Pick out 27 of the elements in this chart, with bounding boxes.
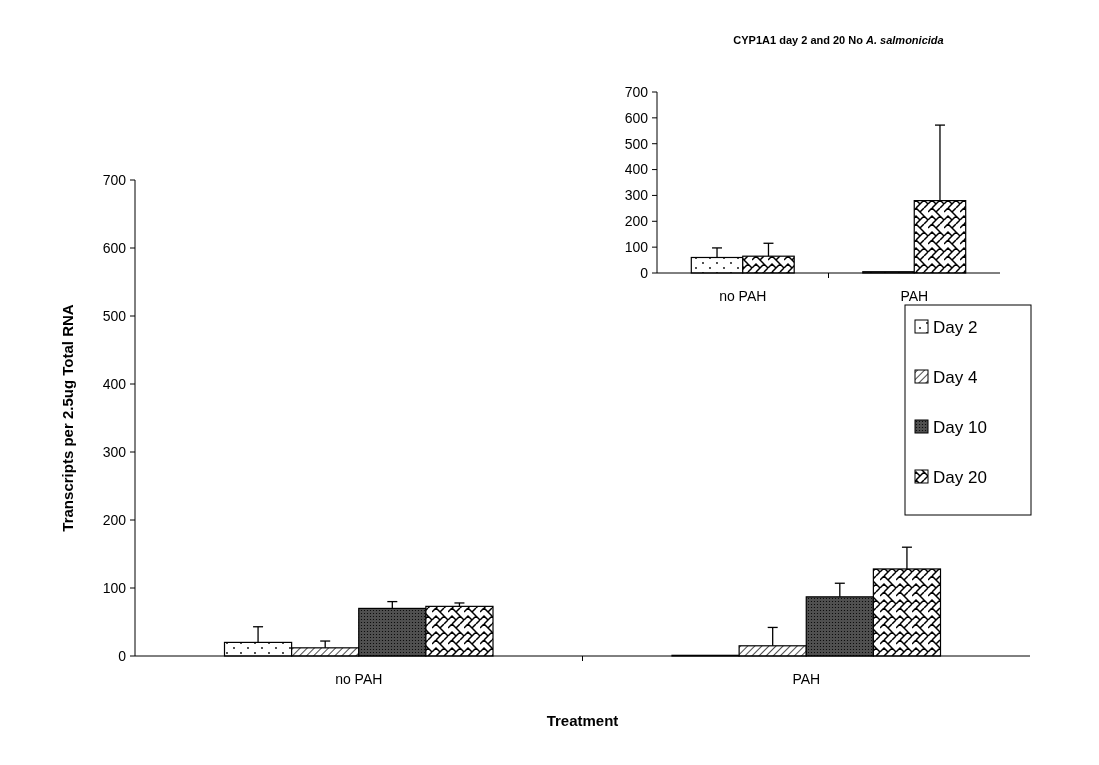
y-axis-title: Transcripts per 2.5ug Total RNA (59, 304, 76, 532)
x-tick-label: PAH (792, 671, 821, 687)
x-tick-label: PAH (900, 288, 929, 304)
y-tick-label: 400 (102, 375, 127, 392)
y-tick-label: 300 (624, 187, 649, 204)
x-axis-title: Treatment (546, 712, 619, 729)
y-tick-label: 0 (118, 647, 127, 664)
y-tick-label: 100 (102, 579, 127, 596)
chart-title: CYP1A1 day 2 and 20 No A. salmonicida (733, 34, 944, 46)
legend-label: Day 20 (933, 467, 987, 487)
legend-label: Day 2 (933, 317, 978, 337)
legend-label: Day 4 (933, 367, 978, 387)
y-tick-label: 200 (102, 511, 127, 528)
y-tick-label: 100 (624, 239, 649, 256)
x-tick-label: no PAH (719, 288, 767, 304)
y-tick-label: 500 (102, 307, 127, 324)
y-tick-label: 500 (624, 135, 649, 152)
x-tick-label: no PAH (335, 671, 383, 687)
y-tick-label: 600 (624, 109, 649, 126)
y-tick-label: 200 (624, 213, 649, 230)
legend-label: Day 10 (933, 417, 987, 437)
y-tick-label: 700 (624, 83, 649, 100)
y-tick-label: 300 (102, 443, 127, 460)
y-tick-label: 700 (102, 171, 127, 188)
y-tick-label: 600 (102, 239, 127, 256)
y-tick-label: 0 (640, 264, 649, 281)
y-tick-label: 400 (624, 161, 649, 178)
